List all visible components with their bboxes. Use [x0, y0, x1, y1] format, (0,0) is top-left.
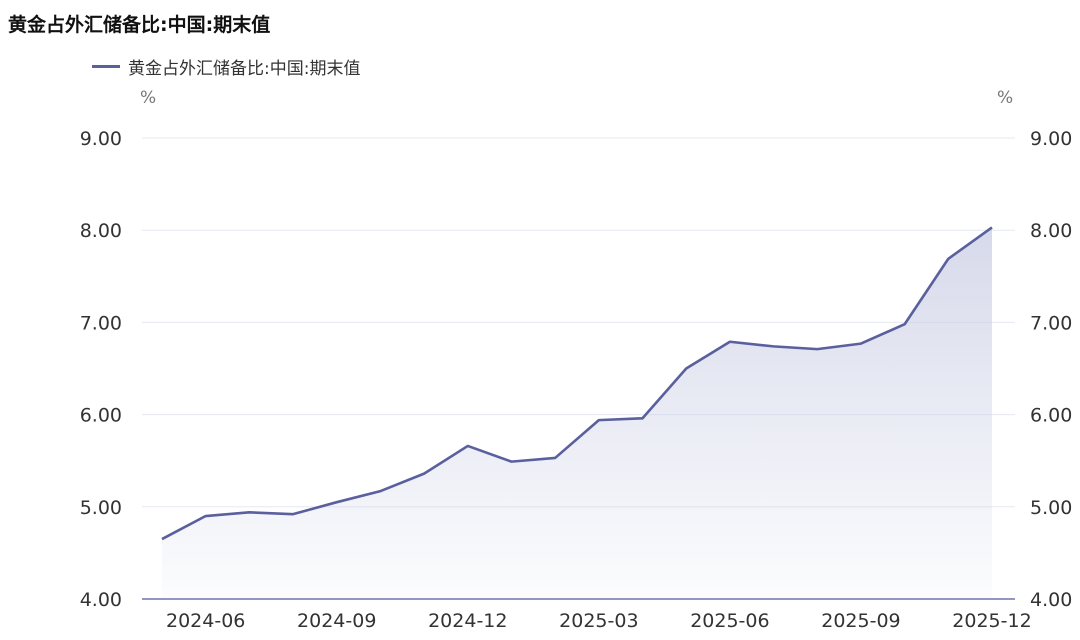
data-point	[422, 472, 426, 476]
data-point	[641, 416, 645, 420]
y-tick-label-right: 5.00	[1030, 497, 1072, 519]
y-axis-left-unit: %	[140, 88, 157, 108]
y-tick-label-left: 4.00	[80, 589, 122, 611]
x-tick-label: 2024-06	[166, 610, 245, 632]
data-point	[466, 444, 470, 448]
data-point	[772, 344, 776, 348]
y-tick-label-left: 8.00	[80, 220, 122, 242]
y-axis-right-unit: %	[997, 88, 1014, 108]
data-point	[160, 537, 164, 541]
data-point	[903, 322, 907, 326]
data-point	[946, 257, 950, 261]
x-tick-label: 2024-09	[297, 610, 376, 632]
data-point	[378, 489, 382, 493]
x-tick-label: 2025-03	[559, 610, 638, 632]
x-tick-label: 2024-12	[428, 610, 507, 632]
x-tick-label: 2025-12	[952, 610, 1031, 632]
data-point	[990, 225, 994, 229]
legend-swatch	[92, 64, 120, 68]
y-tick-label-left: 7.00	[80, 312, 122, 334]
legend[interactable]: 黄金占外汇储备比:中国:期末值	[92, 54, 361, 79]
x-tick-label: 2025-06	[690, 610, 769, 632]
chart-title: 黄金占外汇储备比:中国:期末值	[8, 14, 271, 36]
data-point	[684, 367, 688, 371]
data-point	[815, 347, 819, 351]
x-tick-label: 2025-09	[821, 610, 900, 632]
y-tick-label-right: 9.00	[1030, 128, 1072, 150]
data-point	[509, 460, 513, 464]
y-tick-label-left: 5.00	[80, 497, 122, 519]
y-tick-label-left: 9.00	[80, 128, 122, 150]
y-tick-label-left: 6.00	[80, 405, 122, 427]
data-point	[247, 510, 251, 514]
y-tick-label-right: 8.00	[1030, 220, 1072, 242]
data-point	[291, 512, 295, 516]
series-area	[162, 227, 992, 599]
data-point	[204, 514, 208, 518]
data-point	[597, 418, 601, 422]
data-point	[553, 456, 557, 460]
data-point	[728, 340, 732, 344]
series-line	[161, 226, 993, 541]
y-tick-label-right: 4.00	[1030, 589, 1072, 611]
data-point	[859, 342, 863, 346]
y-tick-label-right: 6.00	[1030, 405, 1072, 427]
data-point	[335, 500, 339, 504]
legend-label: 黄金占外汇储备比:中国:期末值	[128, 58, 361, 79]
y-tick-label-right: 7.00	[1030, 312, 1072, 334]
